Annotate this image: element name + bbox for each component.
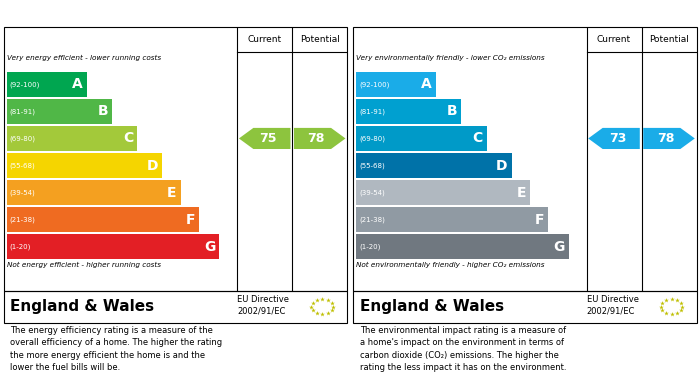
Bar (356, 126, 486, 151)
Polygon shape (588, 128, 640, 149)
Text: C: C (122, 131, 133, 145)
Text: (21-38): (21-38) (10, 216, 36, 223)
Text: England & Wales: England & Wales (10, 299, 155, 314)
Text: (69-80): (69-80) (10, 135, 36, 142)
Text: (92-100): (92-100) (359, 81, 389, 88)
Text: England & Wales: England & Wales (360, 299, 504, 314)
Text: EU Directive
2002/91/EC: EU Directive 2002/91/EC (237, 294, 289, 315)
Text: Energy Efficiency Rating: Energy Efficiency Rating (8, 7, 172, 20)
Text: EU Directive
2002/91/EC: EU Directive 2002/91/EC (587, 294, 638, 315)
Text: D: D (147, 158, 158, 172)
Bar (356, 153, 512, 178)
Text: (1-20): (1-20) (10, 244, 31, 250)
Text: E: E (167, 186, 176, 199)
Text: Not environmentally friendly - higher CO₂ emissions: Not environmentally friendly - higher CO… (356, 262, 545, 268)
Text: (81-91): (81-91) (359, 108, 385, 115)
Text: F: F (186, 213, 195, 227)
Text: The environmental impact rating is a measure of
a home's impact on the environme: The environmental impact rating is a mea… (360, 326, 566, 373)
Text: Environmental Impact (CO₂) Rating: Environmental Impact (CO₂) Rating (358, 7, 590, 20)
Bar (7, 234, 220, 259)
Text: B: B (97, 104, 108, 118)
Text: (55-68): (55-68) (10, 162, 36, 169)
Text: A: A (72, 77, 83, 91)
Text: (55-68): (55-68) (359, 162, 385, 169)
Bar (7, 153, 162, 178)
Bar (356, 180, 530, 205)
Text: (81-91): (81-91) (10, 108, 36, 115)
Text: (92-100): (92-100) (10, 81, 40, 88)
Bar (7, 126, 137, 151)
Bar (7, 72, 87, 97)
Text: Potential: Potential (300, 35, 339, 44)
Text: (21-38): (21-38) (359, 216, 385, 223)
Text: 75: 75 (260, 132, 277, 145)
Bar (356, 72, 436, 97)
Text: (39-54): (39-54) (10, 189, 36, 196)
Text: Current: Current (597, 35, 631, 44)
Text: 78: 78 (307, 132, 325, 145)
Bar (7, 180, 181, 205)
Bar (7, 207, 199, 232)
Text: Potential: Potential (649, 35, 689, 44)
Text: C: C (472, 131, 482, 145)
Bar (7, 99, 112, 124)
Text: Not energy efficient - higher running costs: Not energy efficient - higher running co… (7, 262, 161, 268)
Text: 78: 78 (657, 132, 674, 145)
Text: Very energy efficient - lower running costs: Very energy efficient - lower running co… (7, 55, 161, 61)
Text: (39-54): (39-54) (359, 189, 385, 196)
Text: F: F (535, 213, 544, 227)
Bar (356, 234, 569, 259)
Polygon shape (239, 128, 290, 149)
Text: The energy efficiency rating is a measure of the
overall efficiency of a home. T: The energy efficiency rating is a measur… (10, 326, 223, 373)
Text: E: E (517, 186, 526, 199)
Polygon shape (294, 128, 346, 149)
Text: (69-80): (69-80) (359, 135, 385, 142)
Text: B: B (447, 104, 457, 118)
Text: D: D (496, 158, 507, 172)
Bar (356, 99, 461, 124)
Bar (356, 207, 548, 232)
Text: Current: Current (248, 35, 282, 44)
Text: Very environmentally friendly - lower CO₂ emissions: Very environmentally friendly - lower CO… (356, 55, 545, 61)
Text: 73: 73 (609, 132, 626, 145)
Text: (1-20): (1-20) (359, 244, 380, 250)
Text: A: A (421, 77, 432, 91)
Text: G: G (204, 240, 216, 254)
Text: G: G (553, 240, 565, 254)
Polygon shape (643, 128, 695, 149)
